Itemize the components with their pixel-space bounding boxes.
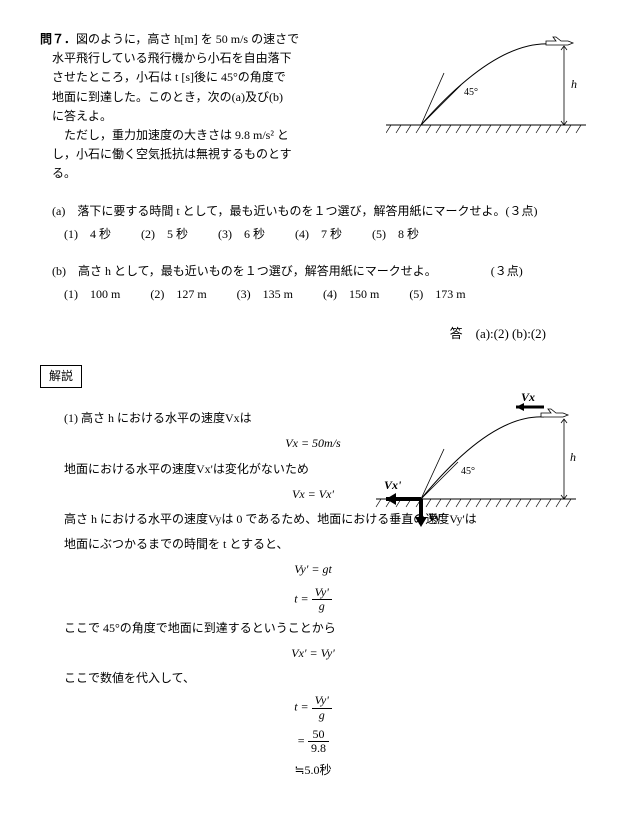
part-b: (b) 高さ h として，最も近いものを１つ選び，解答用紙にマークせよ。 (３点… [40, 262, 586, 304]
choice-b-1: (1) 100 m [64, 285, 120, 304]
svg-text:h: h [570, 450, 576, 464]
vx-label: Vx [521, 390, 535, 404]
part-b-choices: (1) 100 m (2) 127 m (3) 135 m (4) 150 m … [40, 285, 586, 304]
problem-header: 問７．図のように，高さ h[m] を 50 m/s の速さで 水平飛行している飛… [40, 30, 586, 184]
explanation-label: 解説 [40, 365, 82, 388]
problem-label: 問７． [40, 32, 76, 46]
sol-eq6: t = Vy'g [40, 694, 586, 721]
problem-line-7: る。 [40, 166, 76, 180]
problem-figure: 45° h [386, 30, 586, 150]
problem-line-3: 地面に到達した。このとき，次の(a)及び(b) [40, 90, 283, 104]
choice-b-2: (2) 127 m [150, 285, 206, 304]
problem-line-0: 図のように，高さ h[m] を 50 m/s の速さで [76, 32, 299, 46]
problem-line-1: 水平飛行している飛行機から小石を自由落下 [40, 51, 292, 65]
sol-eq5: Vx' = Vy' [40, 644, 586, 663]
sol-line5: ここで数値を代入して、 [40, 669, 586, 688]
problem-line-5: ただし，重力加速度の大きさは 9.8 m/s² と [40, 128, 289, 142]
answer-line: 答 (a):(2) (b):(2) [40, 324, 546, 345]
part-a: (a) 落下に要する時間 t として，最も近いものを１つ選び，解答用紙にマークせ… [40, 202, 586, 244]
sol-eq4: t = Vy'g [40, 586, 586, 613]
solution-figure: 45° h Vx Vx' Vy' [366, 389, 586, 529]
choice-a-2: (2) 5 秒 [141, 225, 188, 244]
choice-a-5: (5) 8 秒 [372, 225, 419, 244]
choice-a-1: (1) 4 秒 [64, 225, 111, 244]
choice-b-4: (4) 150 m [323, 285, 379, 304]
problem-line-6: し，小石に働く空気抵抗は無視するものとす [40, 147, 292, 161]
choice-b-5: (5) 173 m [409, 285, 465, 304]
vyp-label: Vy' [428, 510, 444, 524]
airplane-icon [546, 37, 573, 45]
choice-b-3: (3) 135 m [237, 285, 293, 304]
choice-a-4: (4) 7 秒 [295, 225, 342, 244]
solution-block: 45° h Vx Vx' Vy' (1) 高さ h における水平の速度Vxは V… [40, 409, 586, 780]
problem-line-4: に答えよ。 [40, 109, 112, 123]
part-a-prompt: (a) 落下に要する時間 t として，最も近いものを１つ選び，解答用紙にマークせ… [40, 202, 586, 221]
part-a-choices: (1) 4 秒 (2) 5 秒 (3) 6 秒 (4) 7 秒 (5) 8 秒 [40, 225, 586, 244]
svg-text:45°: 45° [461, 466, 475, 477]
sol-eq7: = 509.8 [40, 728, 586, 755]
problem-text: 問７．図のように，高さ h[m] を 50 m/s の速さで 水平飛行している飛… [40, 30, 386, 184]
h-label: h [571, 77, 577, 91]
problem-line-2: させたところ，小石は t [s]後に 45°の角度で [40, 70, 286, 84]
part-b-prompt: (b) 高さ h として，最も近いものを１つ選び，解答用紙にマークせよ。 (３点… [40, 262, 586, 281]
airplane-icon [541, 409, 568, 417]
choice-a-3: (3) 6 秒 [218, 225, 265, 244]
sol-eq3: Vy' = gt [40, 560, 586, 579]
angle-label: 45° [464, 87, 478, 98]
sol-line4: ここで 45°の角度で地面に到達するということから [40, 619, 586, 638]
sol-line3b: 地面にぶつかるまでの時間を t とすると、 [40, 535, 586, 554]
vxp-label: Vx' [384, 478, 402, 492]
sol-eq8: ≒5.0秒 [40, 761, 586, 780]
